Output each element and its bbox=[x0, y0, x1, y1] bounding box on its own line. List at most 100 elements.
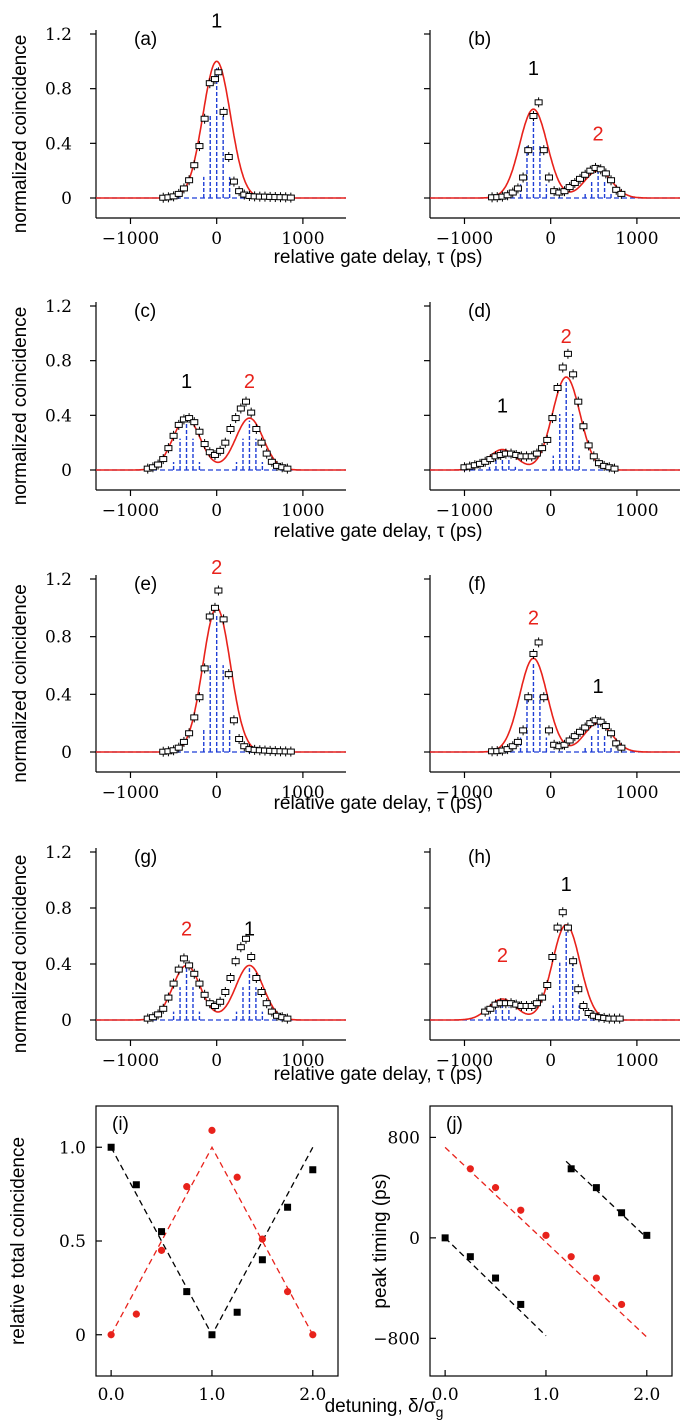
x-tick-label: 1000 bbox=[281, 783, 324, 803]
data-point bbox=[524, 694, 533, 701]
x-tick-label: −1000 bbox=[102, 1051, 160, 1071]
data-point bbox=[195, 980, 204, 987]
data-point bbox=[596, 166, 605, 173]
data-point bbox=[519, 174, 528, 181]
data-point bbox=[224, 671, 233, 678]
data-point bbox=[579, 423, 588, 430]
data-point bbox=[164, 994, 173, 1001]
data-point bbox=[617, 190, 626, 197]
data-point bbox=[252, 426, 261, 432]
data-point bbox=[601, 723, 610, 730]
x-tick-label: 0 bbox=[211, 501, 222, 521]
data-point bbox=[569, 958, 578, 965]
fit-curve bbox=[430, 108, 680, 199]
data-point bbox=[618, 1209, 626, 1217]
x-tick-label: −1000 bbox=[102, 783, 160, 803]
data-point bbox=[183, 1288, 191, 1296]
data-point bbox=[185, 962, 194, 969]
data-point bbox=[164, 445, 173, 452]
data-point bbox=[107, 1331, 115, 1339]
data-point bbox=[309, 1166, 317, 1174]
x-tick-label: 1000 bbox=[615, 1051, 658, 1071]
y-tick-label: 0.8 bbox=[45, 628, 72, 648]
data-point bbox=[567, 1253, 575, 1261]
data-point bbox=[179, 955, 188, 962]
data-point bbox=[267, 1008, 276, 1015]
data-point bbox=[200, 991, 209, 998]
data-point bbox=[615, 1015, 624, 1022]
data-point bbox=[205, 613, 214, 620]
fit-line bbox=[565, 1160, 648, 1239]
panel-label: (i) bbox=[112, 1114, 129, 1135]
y-tick-label: 0 bbox=[409, 1229, 420, 1249]
data-point bbox=[283, 465, 292, 472]
data-point bbox=[190, 714, 199, 721]
data-point bbox=[574, 986, 583, 993]
y-tick-label: 0.5 bbox=[59, 1232, 86, 1252]
x-tick-label: 1000 bbox=[615, 501, 658, 521]
panel-label: (b) bbox=[468, 29, 491, 50]
fit-curve bbox=[430, 923, 680, 1021]
data-point bbox=[229, 178, 238, 185]
data-point bbox=[538, 994, 547, 1001]
x-axis-label-sub: g bbox=[436, 1404, 444, 1420]
plot-frame bbox=[429, 1105, 673, 1377]
data-point bbox=[592, 1184, 600, 1192]
x-tick-label: 0 bbox=[545, 501, 556, 521]
data-point bbox=[224, 154, 233, 160]
data-point bbox=[612, 186, 621, 193]
x-tick-label: −1000 bbox=[436, 229, 494, 249]
data-point bbox=[563, 350, 572, 357]
y-tick-label: 0 bbox=[61, 1011, 72, 1031]
data-point bbox=[219, 616, 228, 623]
data-point bbox=[534, 639, 543, 646]
data-point bbox=[229, 717, 238, 724]
data-point bbox=[195, 143, 204, 150]
data-point bbox=[517, 1206, 525, 1214]
data-point bbox=[210, 1003, 219, 1009]
data-point bbox=[221, 989, 230, 995]
data-point bbox=[132, 1181, 140, 1189]
data-point bbox=[601, 170, 610, 177]
data-point bbox=[157, 1246, 166, 1254]
data-point bbox=[242, 398, 250, 405]
data-point bbox=[570, 733, 579, 740]
data-point bbox=[174, 421, 183, 428]
data-point bbox=[579, 1003, 588, 1009]
data-point bbox=[174, 966, 183, 973]
data-point bbox=[560, 741, 569, 748]
panel-label: (f) bbox=[468, 574, 486, 595]
data-point bbox=[208, 1126, 216, 1134]
data-point bbox=[252, 975, 261, 981]
data-point bbox=[592, 1274, 600, 1282]
data-point bbox=[154, 461, 163, 468]
data-point bbox=[174, 744, 183, 751]
y-tick-label: 0 bbox=[75, 1326, 86, 1346]
data-point bbox=[200, 665, 209, 672]
data-point bbox=[607, 177, 616, 184]
data-point bbox=[569, 371, 578, 378]
data-point bbox=[524, 147, 533, 154]
data-point bbox=[539, 147, 548, 154]
y-axis-label: normalized coincidence bbox=[10, 307, 31, 506]
data-point bbox=[607, 730, 616, 737]
fit-curve bbox=[96, 417, 346, 471]
data-point bbox=[491, 1184, 500, 1192]
data-point bbox=[179, 738, 188, 745]
data-point bbox=[210, 76, 219, 83]
data-point bbox=[576, 728, 584, 735]
y-axis-label: normalized coincidence bbox=[10, 584, 31, 783]
y-tick-label: 0.8 bbox=[45, 899, 72, 919]
x-tick-label: −1000 bbox=[102, 501, 160, 521]
data-point bbox=[286, 748, 295, 755]
fit-curve bbox=[430, 376, 680, 471]
x-tick-label: 1.0 bbox=[198, 1385, 225, 1405]
data-point bbox=[159, 1005, 168, 1012]
data-point bbox=[216, 447, 225, 454]
data-point bbox=[529, 650, 538, 657]
data-point bbox=[548, 415, 557, 422]
data-point bbox=[283, 1288, 292, 1296]
data-point bbox=[190, 970, 199, 977]
panel-i: 0.0 1.0 2.0 0 0.5 1.0 (i) bbox=[59, 1105, 339, 1405]
data-point bbox=[179, 185, 188, 192]
